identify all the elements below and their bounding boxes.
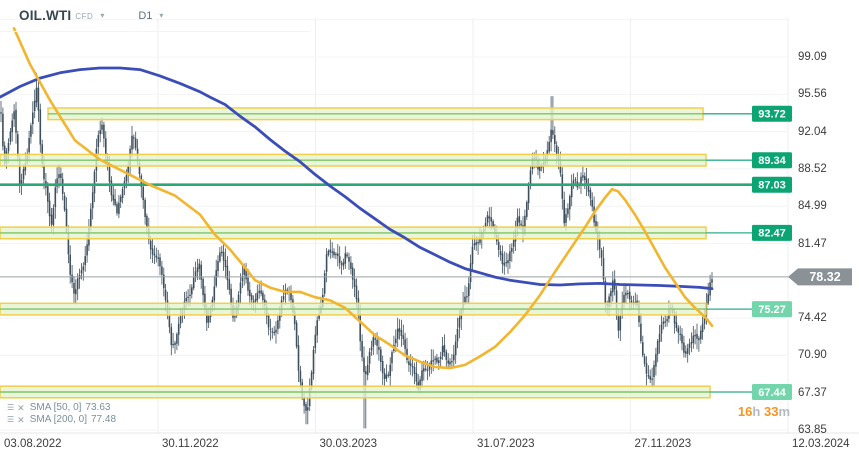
price-level-tag[interactable] xyxy=(752,105,792,122)
indicator-remove-icon[interactable]: ✕ xyxy=(17,402,25,413)
y-axis-tick-label: 92.04 xyxy=(798,125,827,138)
indicator-value: 73.63 xyxy=(85,402,111,413)
y-axis-tick-label: 81.47 xyxy=(798,237,827,250)
price-level-tag[interactable] xyxy=(752,176,792,193)
timer-minutes-unit: m xyxy=(778,404,790,419)
grid-horizontal-lines xyxy=(0,19,788,431)
indicator-value: 77.48 xyxy=(90,414,117,425)
candlestick-wicks xyxy=(0,72,713,429)
symbol-name: OIL.WTI xyxy=(19,8,72,23)
price-level-tag[interactable] xyxy=(752,224,792,241)
indicator-row-sma50: ☰ ✕ SMA [50, 0] 73.63 xyxy=(7,402,116,413)
indicator-label: SMA [50, 0] xyxy=(29,402,82,413)
sma50-line xyxy=(12,27,714,370)
timeframe-selector[interactable]: D1 xyxy=(138,9,153,22)
price-level-tag-value: 82.47 xyxy=(758,228,786,240)
price-level-tag-value: 89.34 xyxy=(758,155,786,167)
timer-hours-unit: h xyxy=(752,404,761,419)
y-axis-tick-label: 70.90 xyxy=(798,349,827,362)
price-level-tag[interactable] xyxy=(752,301,792,318)
candlestick-bodies xyxy=(0,87,713,411)
price-level-tag[interactable] xyxy=(752,152,792,169)
price-level-tag-value: 87.03 xyxy=(758,180,786,192)
y-axis-tick-label: 88.52 xyxy=(798,162,827,175)
sma200-line xyxy=(0,66,714,291)
x-axis-date-label: 30.11.2022 xyxy=(162,438,219,450)
y-axis-tick-label: 63.85 xyxy=(798,424,827,436)
x-axis-date-label: 30.03.2023 xyxy=(319,438,378,450)
indicator-remove-icon[interactable]: ✕ xyxy=(17,414,25,425)
chart-toolbar: OIL.WTI CFD ▾ D1 ▾ xyxy=(0,0,310,32)
timeframe-dropdown-caret-icon[interactable]: ▾ xyxy=(159,11,164,20)
x-axis-date-label: 03.08.2022 xyxy=(4,438,62,450)
timer-hours: 16 xyxy=(737,404,753,419)
y-axis-tick-label: 99.09 xyxy=(798,51,827,63)
indicator-label: SMA [200, 0] xyxy=(29,414,87,425)
grid-vertical-lines xyxy=(157,18,789,433)
y-axis-tick-label: 84.99 xyxy=(798,200,827,213)
x-axis-date-label: 12.03.2024 xyxy=(792,438,850,450)
current-price-tag-value: 78.32 xyxy=(809,270,840,284)
indicator-settings-icon[interactable]: ☰ xyxy=(7,402,15,412)
price-level-tag-value: 75.27 xyxy=(758,304,786,316)
price-level-tag-value: 93.72 xyxy=(758,109,786,121)
x-axis-date-label: 31.07.2023 xyxy=(477,438,535,450)
instrument-type-badge: CFD xyxy=(75,12,94,21)
x-axis-date-label: 27.11.2023 xyxy=(634,438,692,450)
y-axis-tick-label: 95.56 xyxy=(798,88,827,101)
current-price-tag[interactable] xyxy=(788,268,852,286)
price-level-tag-value: 67.44 xyxy=(758,387,786,399)
timer-minutes: 33 xyxy=(763,404,779,419)
indicator-settings-icon[interactable]: ☰ xyxy=(7,414,15,424)
y-axis-tick-label: 67.37 xyxy=(798,386,827,399)
indicator-row-sma200: ☰ ✕ SMA [200, 0] 77.48 xyxy=(7,414,116,425)
symbol-dropdown-caret-icon[interactable]: ▾ xyxy=(100,11,105,20)
session-countdown-timer: 16h 33m xyxy=(650,404,790,419)
y-axis-tick-label: 74.42 xyxy=(798,312,827,325)
indicator-legend: ☰ ✕ SMA [50, 0] 73.63 ☰ ✕ SMA [200, 0] 7… xyxy=(7,402,116,426)
price-level-tag[interactable] xyxy=(752,384,792,400)
